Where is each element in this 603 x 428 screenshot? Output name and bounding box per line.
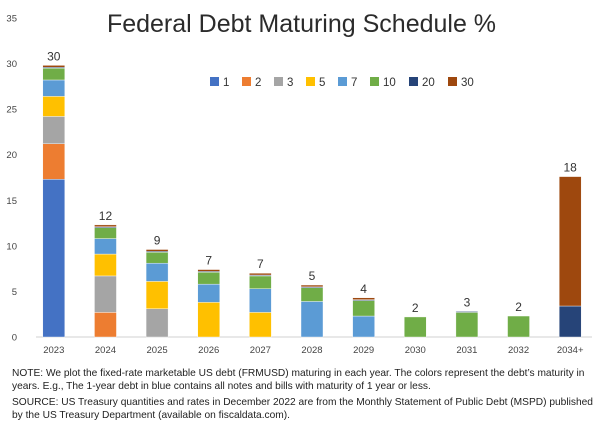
bar-segment-10y-2025 — [145, 252, 169, 264]
total-label: 3 — [464, 295, 471, 309]
x-tick-label: 2030 — [405, 345, 426, 356]
bar-segment-30y-2024 — [94, 224, 117, 227]
x-tick-label: 2031 — [456, 345, 477, 356]
legend-swatch — [274, 77, 283, 86]
bar-segment-3y-2024 — [94, 275, 117, 313]
x-tick-label: 2026 — [198, 345, 219, 356]
legend-label: 3 — [287, 77, 293, 89]
bar-segment-10y-2029 — [352, 300, 375, 317]
x-tick-label: 2023 — [43, 345, 64, 356]
bar-segment-10y-2030 — [404, 316, 427, 338]
bar-segment-10y-2026 — [197, 272, 220, 285]
bar-segment-3y-2023 — [42, 116, 66, 144]
bar-segment-20y-2034+ — [558, 305, 582, 338]
bar-segment-30y-2025 — [145, 249, 169, 252]
chart-notes: NOTE: We plot the fixed-rate marketable … — [12, 368, 597, 426]
bar-segment-30y-2027 — [249, 273, 272, 276]
legend: 1 2 3 5 7 10 20 30 — [210, 77, 474, 89]
bar-segment-5y-2026 — [197, 302, 220, 338]
bar-segment-10y-2027 — [249, 275, 272, 289]
bar-segment-5y-2024 — [94, 253, 117, 277]
y-tick-label: 10 — [6, 241, 17, 252]
bar-segment-7y-2028 — [300, 301, 324, 338]
bar-segment-7y-2026 — [197, 283, 220, 303]
total-label: 7 — [257, 257, 264, 271]
bar-segment-5y-2023 — [42, 96, 66, 117]
x-tick-label: 2027 — [250, 345, 271, 356]
bar-segment-30y-2034+ — [558, 176, 582, 307]
legend-swatch — [242, 77, 251, 86]
total-label: 5 — [309, 269, 316, 283]
source-text: SOURCE: US Treasury quantities and rates… — [12, 397, 593, 421]
total-label: 7 — [205, 254, 212, 268]
bar-segment-5y-2027 — [249, 312, 272, 338]
legend-swatch — [409, 77, 418, 86]
total-label: 2 — [515, 300, 522, 314]
bars — [42, 65, 582, 338]
total-label: 9 — [154, 234, 161, 248]
bar-segment-5y-2025 — [145, 281, 169, 309]
x-tick-label: 2028 — [301, 345, 322, 356]
y-axis-ticks: 0 5 10 15 20 25 30 35 — [6, 14, 17, 344]
bar-segment-7y-2024 — [94, 238, 117, 255]
bar-segment-7y-2029 — [352, 315, 375, 338]
y-tick-label: 35 — [6, 14, 17, 25]
bar-segment-10y-2028 — [300, 287, 324, 302]
x-tick-label: 2032 — [508, 345, 529, 356]
y-tick-label: 25 — [6, 105, 17, 116]
bar-segment-10y-2024 — [94, 227, 117, 239]
bar-segment-30y-2026 — [197, 269, 220, 272]
bar-segment-10y-2032 — [507, 315, 530, 338]
total-label: 2 — [412, 301, 419, 315]
x-tick-label: 2025 — [147, 345, 168, 356]
total-label: 4 — [360, 282, 367, 296]
legend-label: 5 — [319, 77, 325, 89]
x-tick-label: 2029 — [353, 345, 374, 356]
x-tick-label: 2034+ — [557, 345, 584, 356]
x-tick-label: 2024 — [95, 345, 116, 356]
y-tick-label: 0 — [12, 333, 17, 344]
legend-swatch — [448, 77, 457, 86]
bar-segment-30y-2023 — [42, 65, 66, 68]
bar-segment-30y-2028 — [300, 284, 324, 288]
bar-segment-2y-2024 — [94, 312, 117, 338]
bar-segment-10y-2023 — [42, 67, 66, 81]
y-tick-label: 30 — [6, 59, 17, 70]
x-axis-ticks: 2023 2024 2025 2026 2027 2028 2029 2030 2031 2032… — [43, 345, 584, 356]
total-label: 12 — [99, 209, 113, 223]
legend-swatch — [210, 77, 219, 86]
total-label: 30 — [47, 49, 61, 63]
bar-segment-30y-2029 — [352, 297, 375, 300]
bar-segment-10y-2031 — [455, 312, 479, 338]
bar-segment-7y-2027 — [249, 288, 272, 313]
total-label: 18 — [564, 161, 578, 175]
note-text: NOTE: We plot the fixed-rate marketable … — [12, 368, 585, 392]
bar-segment-2y-2023 — [42, 143, 66, 180]
legend-swatch — [306, 77, 315, 86]
y-tick-label: 15 — [6, 196, 17, 207]
legend-swatch — [338, 77, 347, 86]
bar-segment-7y-2023 — [42, 79, 66, 97]
legend-label: 7 — [351, 77, 357, 89]
legend-label: 10 — [383, 77, 396, 89]
legend-label: 1 — [223, 77, 229, 89]
y-tick-label: 5 — [12, 287, 17, 298]
bar-segment-1y-2023 — [42, 179, 66, 338]
chart-title: Federal Debt Maturing Schedule % — [106, 10, 497, 38]
legend-label: 20 — [422, 77, 435, 89]
legend-swatch — [370, 77, 379, 86]
y-tick-label: 20 — [6, 150, 17, 161]
legend-label: 30 — [461, 77, 474, 89]
bar-segment-7y-2025 — [145, 262, 169, 282]
bar-segment-3y-2025 — [145, 308, 169, 338]
bar-segment-20y-2031 — [455, 311, 479, 313]
legend-label: 2 — [255, 77, 261, 89]
